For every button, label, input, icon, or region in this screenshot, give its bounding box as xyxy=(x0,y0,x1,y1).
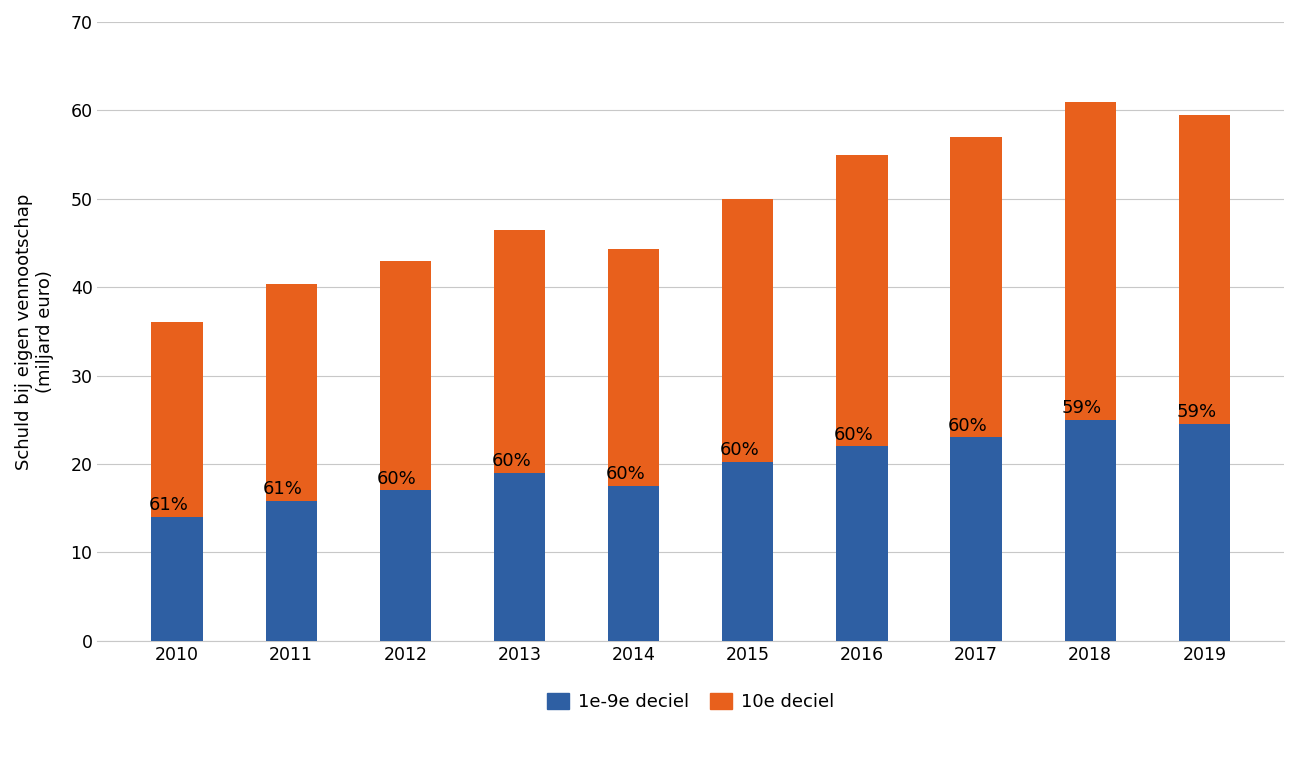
Text: 60%: 60% xyxy=(834,426,873,444)
Bar xyxy=(722,462,773,641)
Bar xyxy=(722,199,773,462)
Text: 61%: 61% xyxy=(149,497,188,514)
Bar xyxy=(494,472,546,641)
Bar xyxy=(608,249,660,486)
Text: 60%: 60% xyxy=(948,416,987,434)
Bar xyxy=(265,501,317,641)
Bar xyxy=(494,230,546,472)
Bar xyxy=(379,490,431,641)
Bar xyxy=(152,322,203,517)
Text: 60%: 60% xyxy=(491,452,531,470)
Text: 61%: 61% xyxy=(262,480,303,498)
Bar xyxy=(1178,424,1230,641)
Bar xyxy=(379,260,431,490)
Bar xyxy=(265,284,317,501)
Bar xyxy=(152,517,203,641)
Y-axis label: Schuld bij eigen vennootschap
(miljard euro): Schuld bij eigen vennootschap (miljard e… xyxy=(16,193,53,469)
Bar xyxy=(837,446,887,641)
Bar xyxy=(951,137,1002,437)
Text: 60%: 60% xyxy=(605,465,646,483)
Bar xyxy=(1178,115,1230,424)
Text: 60%: 60% xyxy=(377,470,417,488)
Text: 59%: 59% xyxy=(1063,399,1102,417)
Legend: 1e-9e deciel, 10e deciel: 1e-9e deciel, 10e deciel xyxy=(540,685,842,718)
Text: 59%: 59% xyxy=(1176,403,1216,421)
Bar xyxy=(837,155,887,446)
Bar xyxy=(1065,102,1116,420)
Text: 60%: 60% xyxy=(720,441,760,459)
Bar xyxy=(951,437,1002,641)
Bar xyxy=(608,486,660,641)
Bar xyxy=(1065,420,1116,641)
